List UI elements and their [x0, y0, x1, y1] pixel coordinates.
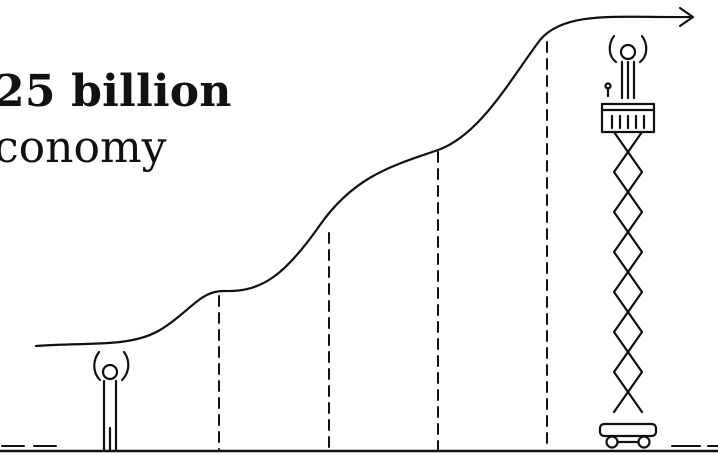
headline-subtext: conomy [0, 122, 167, 173]
scissor-lift-icon [598, 34, 658, 449]
growth-curve [34, 15, 692, 348]
headline-amount: 25 billion [0, 66, 232, 117]
arrow-head-icon [678, 6, 695, 28]
person-icon [93, 350, 130, 452]
